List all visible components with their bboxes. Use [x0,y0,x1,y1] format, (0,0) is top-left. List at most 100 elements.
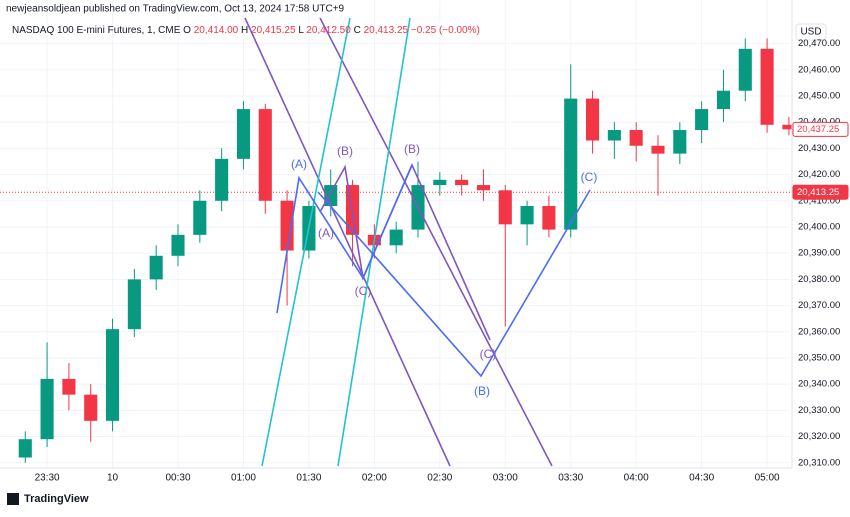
y-tick-label: 20,350.00 [798,352,840,363]
x-tick-label: 04:30 [689,473,714,484]
y-tick-label: 20,400.00 [798,221,840,232]
y-tick-label: 20,450.00 [798,90,840,101]
legend-value: 20,412.50 [306,25,351,36]
legend-key: O [183,25,191,36]
legend-key: C [354,25,361,36]
drawings [244,17,591,467]
brand-logo [7,493,19,505]
y-tick-label: 20,330.00 [798,405,840,416]
candle-body [455,179,469,186]
candle-body [258,109,272,201]
candle-body [760,48,774,125]
x-tick-label: 01:30 [296,473,321,484]
candle-body [586,98,600,141]
legend: NASDAQ 100 E-mini Futures, 1, CME O 20,4… [12,25,480,36]
candle-body [193,200,207,235]
candle-body [607,130,621,141]
candle-body [695,109,709,131]
legend-value: 20,413.25 [364,25,409,36]
symbol: NASDAQ 100 E-mini Futures, 1, CME [12,25,181,36]
y-tick-label: 20,340.00 [798,379,840,390]
candle-body [236,109,250,159]
wave-label: (C) [355,284,372,298]
candle-body [542,206,556,230]
wave-label: (B) [404,142,420,156]
candle-body [476,185,490,191]
candle-body [782,124,796,130]
candle-body [520,206,534,225]
candle-body [106,329,120,421]
candle-body [127,279,141,330]
y-axis: 20,310.00 20,320.00 20,330.00 20,340.00 20,3… [792,38,849,468]
candle-body [564,98,578,230]
wave-line [276,164,413,314]
legend-value: 20,414.00 [194,25,239,36]
x-tick-label: 10 [107,473,119,484]
x-tick-label: 05:00 [755,473,780,484]
y-tick-label: 20,470.00 [798,38,840,49]
x-tick-label: 02:00 [362,473,387,484]
y-tick-label: 20,410.00 [798,195,840,206]
x-tick-label: 00:30 [165,473,190,484]
y-tick-label: 20,420.00 [798,169,840,180]
candle-body [389,229,403,246]
y-tick-label: 20,360.00 [798,326,840,337]
legend-key: L [298,25,304,36]
wave-label: (A) [318,226,334,240]
x-tick-label: 04:00 [624,473,649,484]
x-tick-label: 02:30 [427,473,452,484]
candle-body [18,439,32,458]
wave-label: (B) [474,384,490,398]
trend-line [319,17,553,467]
brand: TradingView [24,493,89,505]
price-marker-label: 20,437.25 [797,124,839,135]
x-tick-label: 23:30 [35,473,60,484]
legend-key: H [241,25,248,36]
x-tick-label: 01:00 [231,473,256,484]
annotations: (A) (B) (A) (B) (C) (C) (B) (C) [291,142,597,398]
candle-body [171,234,185,256]
trend-line [337,17,411,467]
wave-label: (A) [291,157,307,171]
candle-body [433,179,447,186]
y-tick-label: 20,390.00 [798,248,840,259]
y-tick-label: 20,430.00 [798,143,840,154]
x-axis: 23:30 10 00:30 01:00 01:30 02:00 02:30 03:00 03:… [35,473,780,484]
y-tick-label: 20,460.00 [798,64,840,75]
wave-line [317,189,591,378]
price-axis [792,0,850,490]
candle-body [651,145,665,154]
candle-body [673,130,687,154]
y-tick-label: 20,370.00 [798,300,840,311]
candle-body [40,378,54,440]
legend-value: 20,415.25 [251,25,296,36]
wave-label: (B) [337,144,353,158]
y-tick-label: 20,310.00 [798,457,840,468]
price-marker [792,184,849,200]
candles [18,38,796,463]
candle-body [738,48,752,91]
currency: USD [800,27,821,38]
candle-body [149,255,163,280]
source: newjeansoldjean published on TradingView… [6,4,345,15]
legend-change: −0.25 (−0.00%) [411,25,480,36]
wave-label: (C) [581,170,598,184]
candle-body [84,394,98,421]
trend-line [244,17,451,467]
y-tick-label: 20,320.00 [798,431,840,442]
price-marker [792,121,849,137]
candle-body [280,200,294,251]
candle-body [62,378,76,395]
candle-body [498,190,512,225]
price-marker-label: 20,413.25 [797,187,839,198]
candle-body [716,90,730,110]
candle-body [215,158,229,201]
candle-body [629,130,643,146]
candle-body [324,185,338,207]
x-tick-label: 03:30 [558,473,583,484]
wave-label: (C) [480,347,497,361]
currency-box[interactable] [795,23,827,41]
